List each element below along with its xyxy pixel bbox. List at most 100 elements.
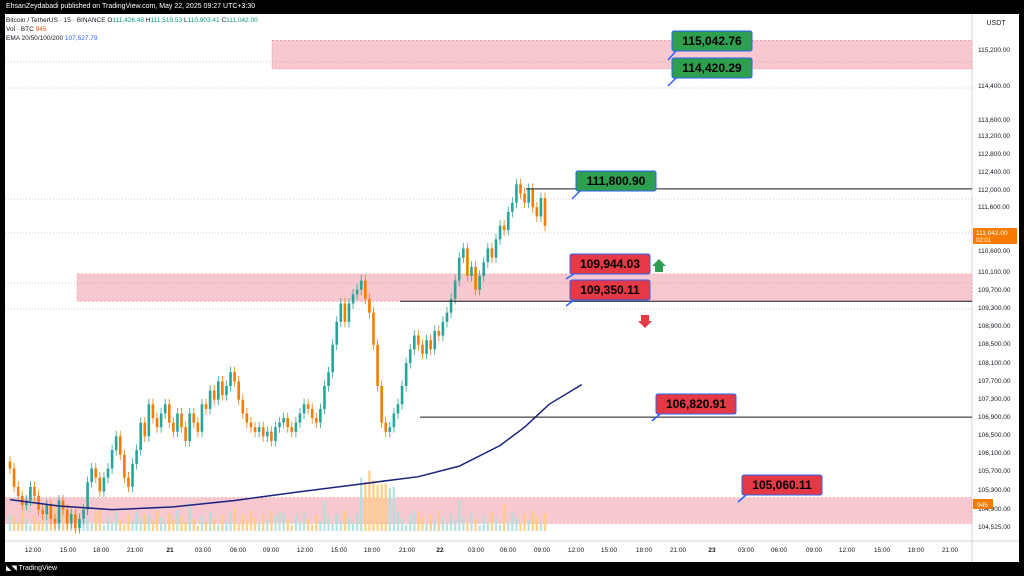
candle-body [498,225,502,240]
low-label: L [183,17,188,24]
volume-bar [180,516,183,531]
price-callout[interactable] [671,30,753,52]
candle-body [470,266,473,276]
candle-body [323,385,326,409]
volume-bar [270,510,273,531]
candle-body [274,427,277,441]
candle-body [282,418,285,423]
volume-bar [266,519,269,531]
x-tick-label: 03:00 [738,547,755,554]
volume-bar [527,520,530,531]
candle-body [147,404,151,437]
callout-pointer [667,77,677,87]
ema-label[interactable]: EMA 20/50/100/200 [6,35,64,42]
x-tick-label: 12:00 [568,547,585,554]
candle-body [45,505,49,515]
candle-body [339,303,343,322]
candle-body [506,211,510,231]
price-callout[interactable] [575,170,657,192]
volume-bar [8,514,12,531]
x-tick-label: 22 [436,547,444,554]
volume-bar [294,515,298,531]
price-callout-label: 114,420.29 [682,61,742,75]
volume-bar [302,512,306,531]
candle-body [57,500,61,524]
x-tick-label: 15:00 [874,547,891,554]
symbol-name[interactable]: Bitcoin / TetherUS · 15 · BINANCE [6,17,106,24]
y-tick-label: 112,400.00 [978,169,1010,176]
price-callout[interactable] [741,474,823,496]
x-tick-label: 21:00 [942,547,959,554]
candle-body [65,509,69,524]
volume-bar [502,504,506,531]
volume-bar [409,514,412,531]
volume-bar [413,510,416,531]
y-tick-label: 107,700.00 [978,378,1011,385]
volume-bar [519,524,522,531]
callout-pointer [571,190,581,200]
volume-bar [433,520,436,531]
candle-body [184,427,187,441]
x-tick-label: 21:00 [670,547,687,554]
volume-bar [360,477,363,531]
candle-body [364,280,367,299]
candle-body [433,330,437,350]
y-tick-label: 112,800.00 [978,151,1010,158]
x-tick-label: 15:00 [331,547,348,554]
candle-body [449,298,453,313]
candle-body [543,198,547,226]
candle-body [78,518,81,528]
x-tick-label: 09:00 [534,547,551,554]
candle-body [53,518,57,524]
candle-body [343,303,347,322]
high-value: 111,519.53 [150,17,183,24]
volume-bar [253,517,257,531]
volume-bar [168,513,171,531]
volume-label[interactable]: Vol · BTC [6,26,34,33]
candle-body [127,477,130,487]
y-tick-label: 106,900.00 [978,414,1011,421]
volume-bar [486,521,490,531]
volume-bar [511,511,514,531]
candle-body [388,427,392,432]
volume-bar [29,524,32,531]
supply-demand-zone [76,273,973,302]
volume-bar [515,517,518,531]
volume-bar [404,524,408,531]
volume-bar [217,524,220,531]
volume-bar [21,512,24,531]
candle-body [180,413,183,428]
price-callout[interactable] [655,393,737,415]
candle-body [441,321,445,336]
brand-name: TradingView [18,565,58,572]
price-callout[interactable] [569,279,651,301]
volume-bar [119,518,122,531]
volume-bar [49,524,53,531]
volume-bar [86,516,89,531]
volume-bar [274,516,277,531]
candle-body [16,486,20,496]
candle-body [261,427,265,437]
price-callout[interactable] [569,253,651,275]
volume-bar [208,512,212,531]
candle-body [310,408,314,419]
x-tick-label: 12:00 [25,547,42,554]
volume-bar [229,511,232,531]
volume-bar [151,520,155,531]
candle-body [90,468,93,483]
volume-bar [123,524,126,531]
price-callout[interactable] [671,57,753,79]
volume-bar [147,514,151,531]
candle-body [98,477,102,492]
candle-body [221,381,224,396]
low-value: 110,903.41 [187,17,220,24]
tradingview-logo[interactable]: ◣◥ TradingView [6,565,58,572]
x-tick-label: 12:00 [839,547,856,554]
volume-bar [355,513,359,531]
x-tick-label: 18:00 [908,547,925,554]
x-tick-label: 21:00 [399,547,416,554]
candle-body [511,202,514,212]
candle-body [368,298,371,313]
volume-bar [192,519,195,531]
